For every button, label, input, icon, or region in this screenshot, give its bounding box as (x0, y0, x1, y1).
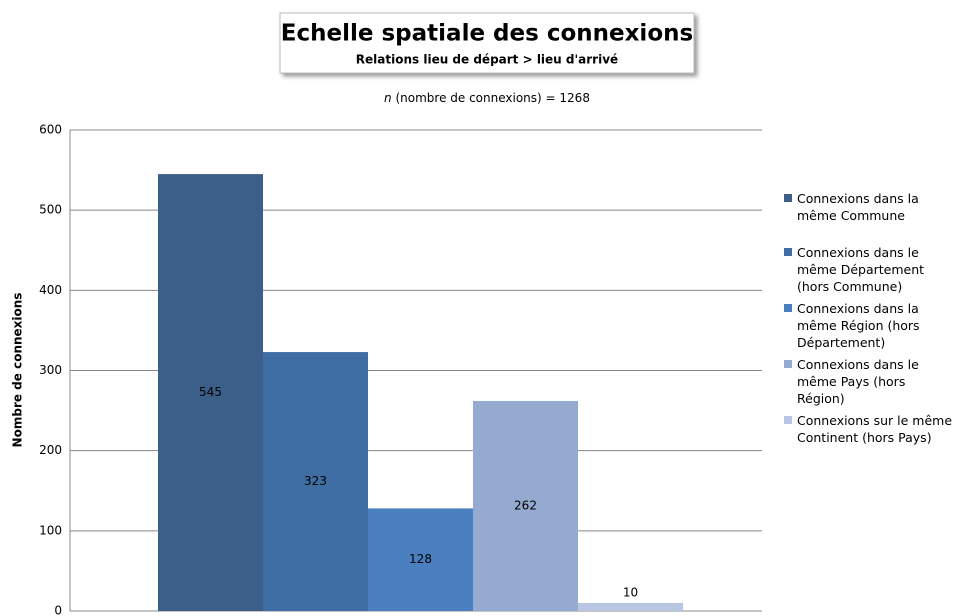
legend: Connexions dans la même Commune Connexion… (784, 190, 954, 451)
legend-label: Connexions dans la même Commune (797, 191, 919, 223)
bar (578, 602, 683, 611)
bar (473, 400, 578, 611)
legend-label: Connexions dans le même Département (hor… (797, 245, 925, 294)
legend-swatch (784, 248, 792, 256)
legend-swatch (784, 360, 792, 368)
data-label: 10 (623, 585, 638, 599)
legend-entry: Connexions dans la même Région (hors Dép… (784, 300, 954, 351)
bar (263, 352, 368, 611)
legend-entry: Connexions sur le même Continent (hors P… (784, 412, 954, 446)
data-label: 323 (304, 474, 327, 488)
chart-title: Echelle spatiale des connexions (281, 21, 693, 47)
y-tick-label: 100 (39, 523, 62, 537)
note: n (nombre de connexions) = 1268 (384, 91, 590, 105)
title-box (279, 12, 695, 74)
y-tick-label: 600 (39, 123, 62, 137)
y-tick-label: 200 (39, 443, 62, 457)
note-text: (nombre de connexions) = 1268 (395, 91, 589, 105)
legend-label: Connexions sur le même Continent (hors P… (797, 413, 953, 445)
legend-label: Connexions dans la même Région (hors Dép… (797, 301, 920, 350)
bar (158, 174, 263, 611)
bar (368, 508, 473, 611)
data-label: 545 (199, 385, 222, 399)
y-tick-label: 500 (39, 203, 62, 217)
legend-entry: Connexions dans le même Pays (hors Régio… (784, 356, 954, 407)
legend-swatch (784, 416, 792, 424)
legend-label: Connexions dans le même Pays (hors Régio… (797, 357, 919, 406)
chart-subtitle: Relations lieu de départ > lieu d'arrivé (356, 53, 618, 67)
y-tick-label: 0 (54, 604, 62, 616)
legend-entry: Connexions dans la même Commune (784, 190, 954, 224)
y-axis-label: Nombre de connexions (11, 293, 25, 448)
y-tick-label: 300 (39, 363, 62, 377)
legend-entry: Connexions dans le même Département (hor… (784, 244, 954, 295)
data-label: 262 (514, 498, 537, 512)
legend-swatch (784, 304, 792, 312)
data-label: 128 (409, 552, 432, 566)
legend-swatch (784, 194, 792, 202)
y-tick-label: 400 (39, 283, 62, 297)
note-italic: n (384, 91, 392, 105)
